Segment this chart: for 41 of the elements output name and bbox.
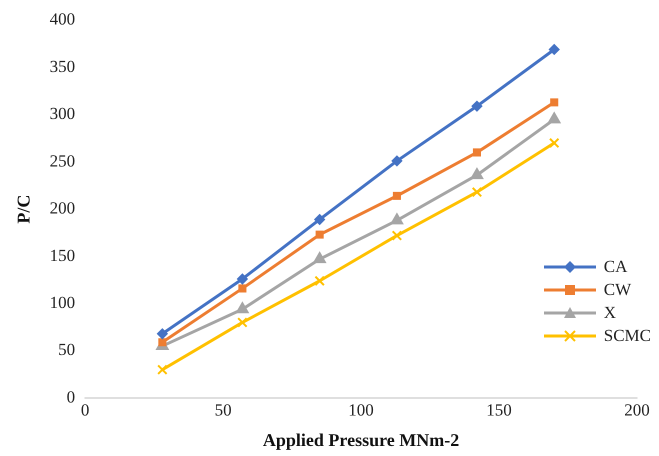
point [238, 284, 246, 292]
legend-label: CA [604, 256, 628, 276]
y-tick-label: 200 [50, 198, 76, 218]
legend-label: X [604, 302, 616, 322]
legend-label: SCMC [604, 326, 651, 346]
y-tick-label: 400 [50, 10, 76, 29]
point [472, 186, 482, 198]
point [157, 364, 168, 375]
x-tick-label: 150 [486, 400, 512, 420]
y-axis-title: P/C [13, 194, 34, 224]
y-tick-label: 300 [50, 104, 76, 124]
x-tick-label: 0 [80, 400, 90, 420]
point [471, 100, 482, 112]
y-tick-label: 250 [50, 151, 76, 170]
legend-label: CW [604, 280, 632, 300]
point [314, 214, 326, 225]
x-tick-label: 50 [214, 400, 232, 420]
point [237, 317, 248, 328]
point [158, 338, 166, 346]
y-tick-label: 350 [50, 56, 76, 76]
point [391, 155, 402, 166]
point [314, 276, 325, 286]
point [156, 328, 168, 340]
point [313, 252, 326, 264]
y-tick-label: 100 [50, 293, 76, 312]
y-tick-label: 150 [50, 246, 76, 265]
point [548, 138, 560, 148]
point [236, 302, 249, 314]
point [550, 98, 558, 106]
x-axis-title: Applied Pressure MNm-2 [262, 430, 460, 450]
x-tick-label: 200 [624, 400, 650, 420]
point [316, 230, 324, 239]
point [470, 168, 484, 180]
point [472, 148, 481, 156]
point [392, 230, 402, 241]
y-tick-label: 0 [66, 387, 76, 406]
point [392, 192, 401, 200]
point [236, 273, 248, 284]
point [548, 44, 560, 55]
y-tick-label: 50 [58, 340, 76, 360]
x-tick-label: 100 [348, 400, 374, 420]
